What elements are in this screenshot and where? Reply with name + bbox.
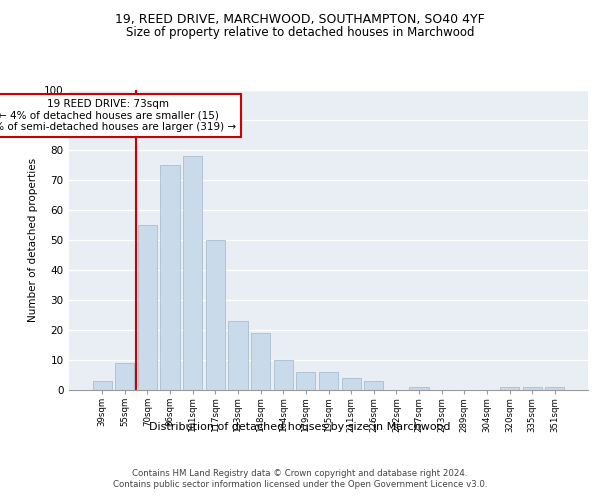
Text: Contains HM Land Registry data © Crown copyright and database right 2024.: Contains HM Land Registry data © Crown c… [132,469,468,478]
Bar [183,156,202,390]
Bar [138,225,157,390]
Text: Size of property relative to detached houses in Marchwood: Size of property relative to detached ho… [126,26,474,39]
Text: 19 REED DRIVE: 73sqm
← 4% of detached houses are smaller (15)
95% of semi-detach: 19 REED DRIVE: 73sqm ← 4% of detached ho… [0,99,236,132]
Bar [319,372,338,390]
Bar [523,387,542,390]
Bar [296,372,316,390]
Bar [364,381,383,390]
Text: Distribution of detached houses by size in Marchwood: Distribution of detached houses by size … [149,422,451,432]
Bar [545,387,565,390]
Bar [206,240,225,390]
Bar [92,381,112,390]
Bar [160,165,180,390]
Bar [229,321,248,390]
Bar [500,387,519,390]
Y-axis label: Number of detached properties: Number of detached properties [28,158,38,322]
Text: 19, REED DRIVE, MARCHWOOD, SOUTHAMPTON, SO40 4YF: 19, REED DRIVE, MARCHWOOD, SOUTHAMPTON, … [115,12,485,26]
Text: Contains public sector information licensed under the Open Government Licence v3: Contains public sector information licen… [113,480,487,489]
Bar [341,378,361,390]
Bar [115,363,134,390]
Bar [274,360,293,390]
Bar [409,387,428,390]
Bar [251,333,270,390]
